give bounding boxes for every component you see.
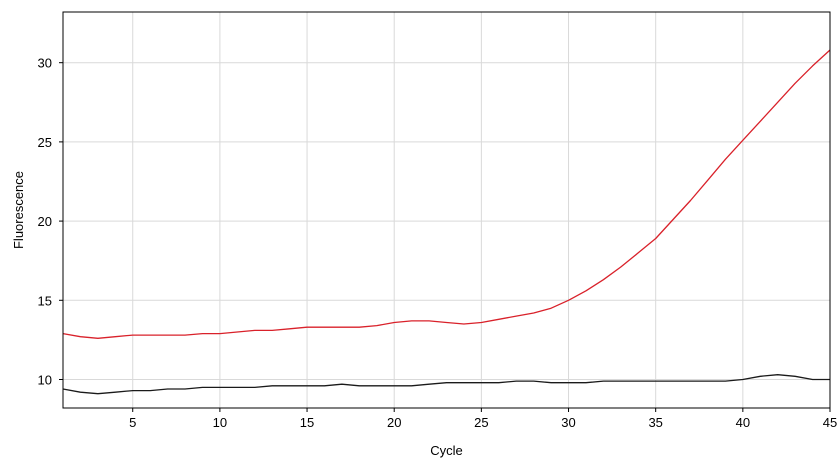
x-tick-label: 5 (129, 415, 136, 430)
y-tick-label: 20 (38, 214, 52, 229)
x-tick-label: 35 (648, 415, 662, 430)
x-tick-label: 45 (823, 415, 837, 430)
y-tick-label: 30 (38, 56, 52, 71)
series-layer (62, 49, 831, 395)
x-tick-label: 25 (474, 415, 488, 430)
tick-labels: 5 10 15 20 25 30 35 40 45 10 15 20 25 30 (38, 56, 838, 430)
tick-marks (59, 62, 831, 412)
y-tick-label: 15 (38, 293, 52, 308)
plot-area-frame (62, 11, 831, 409)
x-tick-label: 40 (736, 415, 750, 430)
gridlines (63, 12, 831, 408)
y-tick-label: 10 (38, 372, 52, 387)
x-tick-label: 10 (213, 415, 227, 430)
x-axis-title: Cycle (430, 443, 463, 458)
series-line-2 (62, 374, 830, 395)
x-tick-label: 30 (561, 415, 575, 430)
x-tick-label: 20 (387, 415, 401, 430)
y-tick-label: 25 (38, 135, 52, 150)
series-line-1 (62, 49, 831, 339)
x-tick-label: 15 (300, 415, 314, 430)
y-axis-title: Fluorescence (11, 171, 26, 249)
